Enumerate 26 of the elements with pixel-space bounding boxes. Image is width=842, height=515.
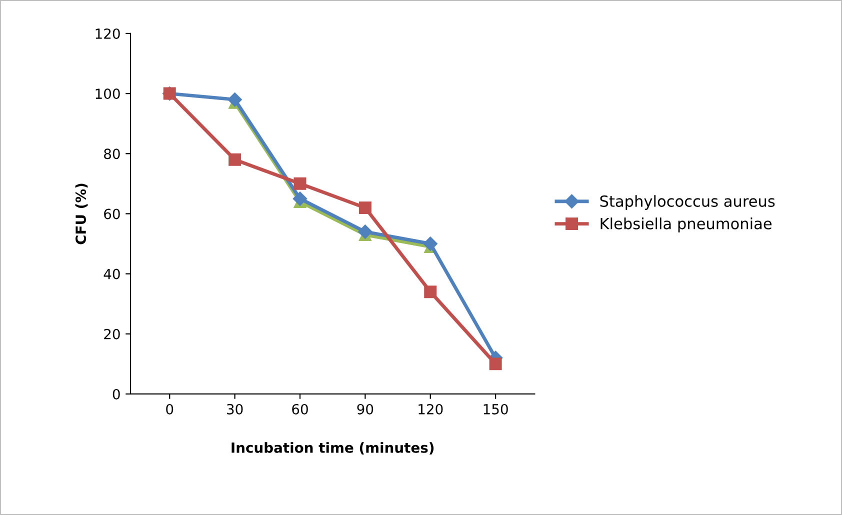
point <box>292 192 308 206</box>
x-tick-label: 0 <box>166 404 174 414</box>
y-tick-label: 120 <box>96 28 120 39</box>
x-axis-title: Incubation time (minutes) <box>232 442 434 455</box>
x-tick-label: 150 <box>484 404 508 414</box>
y-axis-title: CFU (%) <box>75 184 88 244</box>
point <box>228 92 242 107</box>
point <box>358 201 372 214</box>
y-tick-label: 0 <box>112 388 120 400</box>
point <box>423 236 438 251</box>
legend-label: Klebsiella pneumoniae <box>600 218 772 232</box>
y-tick-label: 60 <box>104 208 120 220</box>
x-tick-label: 90 <box>357 404 374 414</box>
y-tick-label: 80 <box>104 148 120 160</box>
y-tick-label: 40 <box>104 268 120 280</box>
y-tick-label: 20 <box>104 328 120 340</box>
point <box>228 153 242 166</box>
x-tick-label: 30 <box>227 404 243 414</box>
point <box>424 286 437 298</box>
point <box>358 224 372 239</box>
x-tick-label: 60 <box>292 404 308 414</box>
point <box>294 177 306 190</box>
y-tick-label: 100 <box>96 88 120 100</box>
point <box>489 358 502 370</box>
x-tick-label: 120 <box>418 404 443 414</box>
legend-label: Staphylococcus aureus <box>600 195 775 210</box>
